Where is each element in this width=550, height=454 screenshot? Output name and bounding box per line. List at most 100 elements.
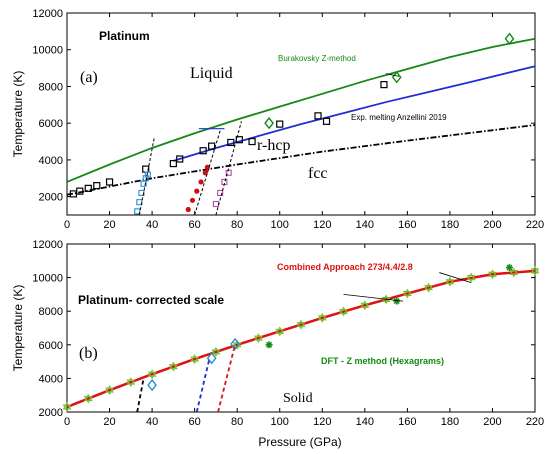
data-point: [265, 341, 273, 349]
data-point: [381, 296, 391, 305]
series-line: [66, 269, 536, 409]
y-tick-label: 12000: [32, 239, 63, 251]
data-point: [147, 371, 157, 380]
data-point: [275, 328, 285, 337]
data-point: [488, 271, 497, 280]
data-point: [147, 369, 157, 377]
data-point: [136, 199, 143, 206]
panel-a-frame: [66, 12, 536, 216]
data-point: [168, 364, 178, 372]
panel-a-title: Platinum: [99, 29, 150, 43]
series-line: [195, 358, 211, 413]
data-point: [264, 117, 274, 130]
panel-a-label: (a): [80, 69, 98, 86]
data-point: [190, 356, 200, 365]
data-point: [254, 333, 263, 341]
x-tick-label: 180: [441, 219, 459, 231]
x-tick-label: 160: [398, 219, 416, 231]
data-point: [168, 361, 178, 370]
y-tick-label: 8000: [39, 81, 63, 93]
data-point: [360, 302, 370, 311]
data-point: [169, 159, 177, 168]
data-point: [144, 171, 151, 178]
panel-a-ylabel: Temperature (K): [11, 71, 25, 158]
data-point: [402, 288, 412, 297]
data-point: [105, 387, 114, 396]
x-tick-label: 120: [313, 219, 331, 231]
x-tick-label: 60: [189, 219, 201, 231]
data-point: [105, 385, 114, 393]
data-point: [380, 81, 388, 89]
panel-b-ylabel: Temperature (K): [11, 285, 25, 372]
data-point: [204, 164, 210, 170]
phase-boundary: [215, 121, 242, 216]
data-point: [466, 275, 476, 283]
data-point: [190, 354, 200, 362]
data-point: [212, 200, 219, 208]
data-point: [254, 335, 263, 344]
data-point: [211, 346, 221, 355]
annotation-anzellini: Exp. melting Anzellini 2019: [351, 113, 447, 122]
x-tick-label: 0: [64, 416, 70, 428]
data-point: [194, 188, 200, 194]
data-point: [322, 117, 331, 125]
data-point: [62, 404, 72, 412]
data-point: [83, 393, 93, 402]
region-label-solid: Solid: [283, 391, 313, 406]
x-tick-label: 160: [398, 416, 416, 428]
data-point: [504, 32, 515, 45]
data-point: [314, 112, 322, 120]
data-point: [424, 282, 434, 291]
region-label-r-hcp: r-hcp: [257, 137, 290, 154]
data-point: [217, 189, 224, 197]
data-point: [488, 269, 497, 277]
data-point: [227, 138, 235, 147]
data-point: [211, 349, 221, 357]
data-point: [339, 306, 348, 315]
x-tick-label: 200: [483, 219, 501, 231]
data-point: [505, 264, 513, 272]
x-tick-label: 220: [526, 416, 544, 428]
data-point: [381, 294, 391, 302]
annotation-combined: Combined Approach 273/4.4/2.8: [277, 262, 413, 272]
series-line: [66, 124, 536, 196]
x-tick-label: 140: [356, 219, 374, 231]
data-point: [126, 377, 136, 385]
data-point: [530, 268, 540, 276]
y-tick-label: 6000: [39, 340, 63, 352]
x-tick-label: 20: [103, 416, 115, 428]
x-tick-label: 100: [271, 416, 289, 428]
annotation-burakovsky: Burakovsky Z-method: [278, 54, 356, 63]
data-point: [230, 337, 240, 351]
data-point: [317, 315, 327, 323]
data-point: [445, 276, 455, 285]
data-point: [134, 208, 141, 215]
data-point: [530, 265, 540, 274]
data-point: [402, 291, 412, 299]
x-tick-label: 140: [356, 416, 374, 428]
panel-b-xlabel: Pressure (GPa): [258, 435, 341, 449]
annotation-pointer: [439, 272, 472, 284]
series-line: [173, 65, 536, 162]
y-tick-label: 8000: [39, 306, 63, 318]
data-point: [225, 169, 232, 176]
region-label-liquid: Liquid: [190, 65, 233, 82]
panel-b-label: (b): [79, 345, 98, 362]
panel-b-frame: [66, 243, 536, 413]
data-point: [275, 326, 285, 334]
y-tick-label: 10000: [32, 45, 63, 57]
series-line: [66, 37, 536, 183]
annotation-pointer: [386, 73, 399, 77]
data-point: [391, 71, 402, 84]
x-tick-label: 40: [146, 416, 158, 428]
y-tick-label: 12000: [32, 8, 63, 20]
data-point: [189, 197, 196, 203]
data-point: [296, 319, 306, 328]
x-tick-label: 40: [146, 219, 158, 231]
data-point: [126, 379, 136, 388]
x-tick-label: 220: [526, 219, 544, 231]
annotation-pointer: [343, 294, 404, 302]
x-tick-label: 100: [271, 219, 289, 231]
x-tick-label: 20: [103, 219, 115, 231]
